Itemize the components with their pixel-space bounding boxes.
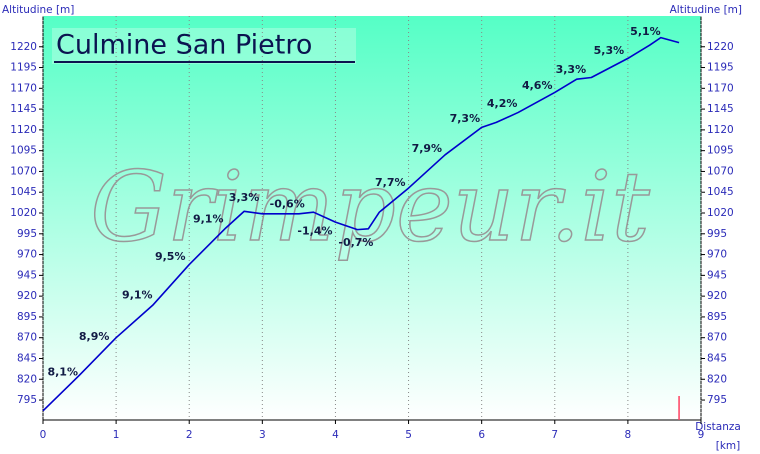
x-tick-label: 8	[625, 429, 632, 441]
y2-tick-label: 895	[707, 311, 727, 323]
y2-tick-label: 1145	[707, 103, 734, 115]
slope-label: 8,9%	[79, 330, 110, 343]
y-tick-label: 870	[17, 332, 37, 344]
slope-label: 9,1%	[122, 288, 153, 301]
y2-tick-label: 920	[707, 290, 727, 302]
plot-area	[43, 16, 701, 420]
x-tick-label: 2	[186, 429, 193, 441]
y-tick-label: 820	[17, 373, 37, 385]
y-tick-label: 1020	[10, 207, 37, 219]
slope-label: 8,1%	[47, 366, 78, 379]
y2-tick-label: 1220	[707, 41, 734, 53]
x-tick-label: 4	[332, 429, 339, 441]
slope-label: -0,6%	[270, 198, 305, 211]
slope-label: 7,3%	[450, 112, 481, 125]
y2-tick-label: 1020	[707, 207, 734, 219]
y-tick-label: 795	[17, 394, 37, 406]
x-tick-label: 9	[698, 429, 705, 441]
slope-label: 9,5%	[155, 250, 186, 263]
title-box	[52, 28, 356, 64]
slope-label: 9,1%	[193, 213, 224, 226]
x-tick-label: 5	[405, 429, 412, 441]
y2-tick-label: 795	[707, 394, 727, 406]
y2-tick-label: 870	[707, 332, 727, 344]
watermark: Grimpeur.it	[90, 151, 650, 263]
y-tick-label: 945	[17, 269, 37, 281]
y2-axis-label: Altitudine [m]	[670, 4, 742, 16]
y2-tick-label: 1170	[707, 82, 734, 94]
y-tick-label: 1070	[10, 165, 37, 177]
y2-tick-label: 1045	[707, 186, 734, 198]
y-tick-label: 1145	[10, 103, 37, 115]
y-tick-label: 920	[17, 290, 37, 302]
x-axis-label: Distanza	[695, 421, 741, 433]
slope-label: 7,9%	[412, 142, 443, 155]
y-tick-label: 1045	[10, 186, 37, 198]
y-tick-label: 845	[17, 352, 37, 364]
y2-tick-label: 820	[707, 373, 727, 385]
slope-label: 7,7%	[375, 176, 406, 189]
y-tick-label: 995	[17, 228, 37, 240]
x-tick-label: 3	[259, 429, 266, 441]
x-tick-label: 1	[113, 429, 120, 441]
y-tick-label: 970	[17, 249, 37, 261]
slope-label: -1,4%	[297, 224, 332, 237]
x-tick-label: 6	[478, 429, 485, 441]
slope-label: 4,6%	[522, 79, 553, 92]
y-tick-label: 1220	[10, 41, 37, 53]
y2-tick-label: 1195	[707, 62, 734, 74]
y-tick-label: 1120	[10, 124, 37, 136]
y2-tick-label: 945	[707, 269, 727, 281]
y2-tick-label: 1070	[707, 165, 734, 177]
y-tick-label: 1170	[10, 82, 37, 94]
chart-title: Culmine San Pietro	[56, 30, 312, 61]
y2-tick-label: 995	[707, 228, 727, 240]
y2-tick-label: 1095	[707, 145, 734, 157]
y2-tick-label: 1120	[707, 124, 734, 136]
y-tick-label: 1195	[10, 62, 37, 74]
profile-line	[42, 36, 680, 412]
y-axis-label: Altitudine [m]	[2, 4, 74, 16]
x-tick-label: 0	[40, 429, 47, 441]
x-axis-unit: [km]	[716, 440, 741, 452]
x-tick-label: 7	[551, 429, 558, 441]
slope-label: 3,3%	[556, 63, 587, 76]
slope-label: 3,3%	[229, 191, 260, 204]
slope-label: -0,7%	[338, 236, 373, 249]
slope-label: 5,3%	[594, 44, 625, 57]
y2-tick-label: 970	[707, 249, 727, 261]
y2-tick-label: 845	[707, 352, 727, 364]
slope-label: 5,1%	[630, 25, 661, 38]
y-tick-label: 895	[17, 311, 37, 323]
y-tick-label: 1095	[10, 145, 37, 157]
slope-label: 4,2%	[487, 97, 518, 110]
